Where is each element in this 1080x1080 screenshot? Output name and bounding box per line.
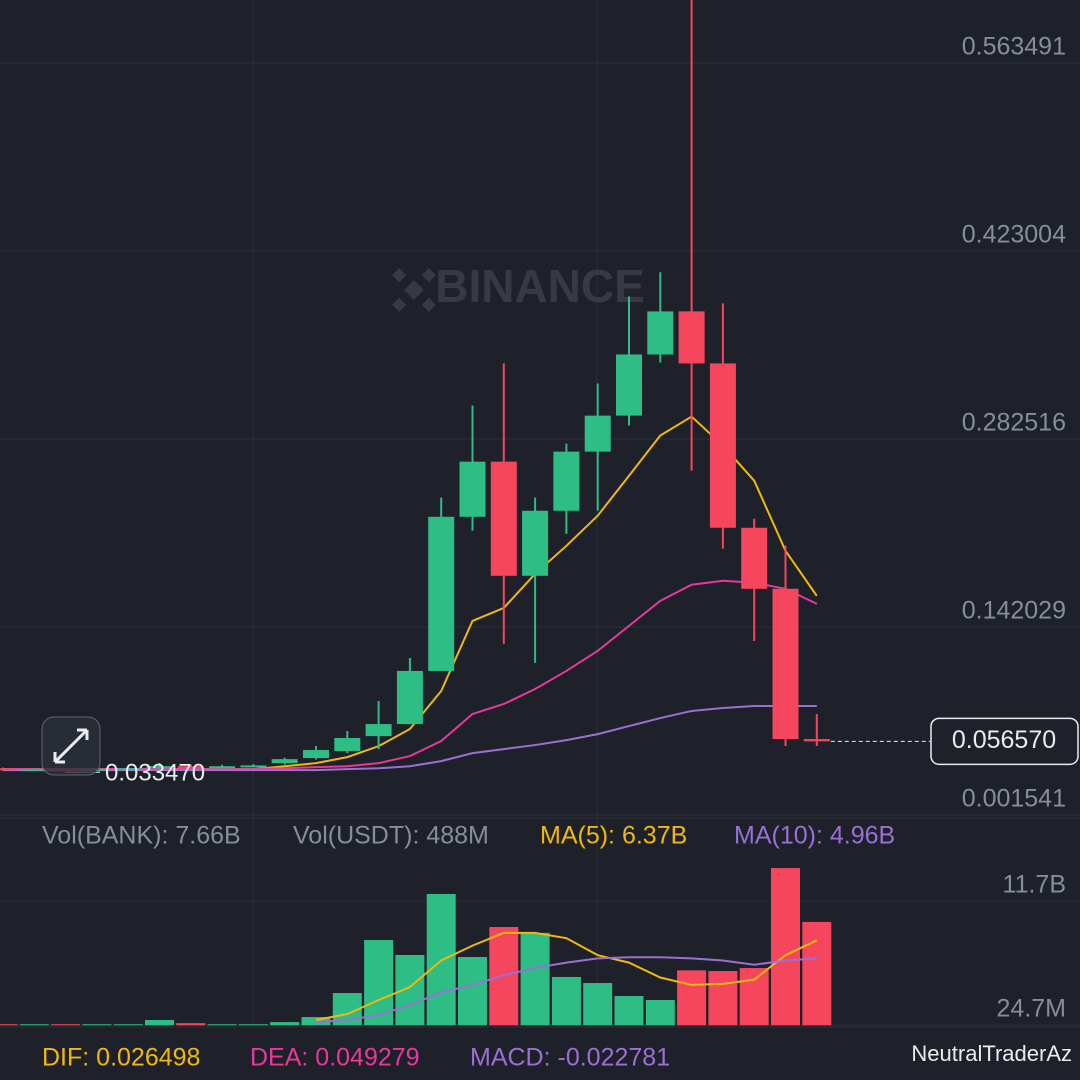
- candle-body: [365, 724, 392, 737]
- candle-body: [271, 759, 298, 764]
- volume-bar: [551, 976, 581, 1026]
- candle-body: [459, 461, 486, 517]
- volume-bar: [19, 1024, 49, 1026]
- plot-layer: 0.563491 0.423004 0.282516 0.142029 0.001541…: [0, 0, 1080, 1028]
- candle-body: [396, 670, 423, 725]
- y-tick-label: 0.001541: [962, 785, 1066, 813]
- candle-body: [240, 765, 267, 768]
- expand-button[interactable]: [41, 716, 101, 776]
- volume-legend: MA(5): 6.37B: [540, 822, 687, 850]
- watermark-logo: [392, 268, 436, 312]
- candle-body: [146, 766, 173, 769]
- candle-body: [177, 766, 204, 769]
- candle-body: [0, 768, 16, 771]
- volume-bar: [270, 1022, 300, 1026]
- volume-bar: [520, 932, 550, 1026]
- volume-bar: [458, 956, 487, 1026]
- candle-body: [678, 311, 705, 364]
- candle-body: [709, 363, 736, 528]
- candle-body: [803, 739, 830, 742]
- candle-body: [553, 451, 580, 511]
- candle-body: [522, 510, 549, 576]
- volume-bar: [176, 1023, 206, 1026]
- candle-body: [115, 768, 142, 771]
- macd-legend: MACD: -0.022781: [470, 1044, 670, 1072]
- candle-body: [741, 527, 768, 589]
- volume-bar: [708, 971, 738, 1026]
- last-price-label: 0.056570: [952, 726, 1056, 754]
- credit: NeutralTraderAz: [911, 1041, 1072, 1066]
- candle-body: [616, 354, 642, 416]
- volume-bar: [614, 995, 644, 1026]
- candle-body: [209, 766, 236, 769]
- volume-bar: [113, 1024, 143, 1026]
- volume-legend: Vol(USDT): 488M: [293, 822, 489, 850]
- volume-bar: [51, 1024, 81, 1026]
- candle-body: [584, 415, 611, 452]
- y-tick-label: 0.563491: [962, 33, 1066, 61]
- macd-legend: DEA: 0.049279: [250, 1044, 420, 1072]
- volume-bar: [238, 1024, 268, 1026]
- candle-body: [303, 750, 329, 759]
- last-price-box: [930, 717, 1079, 766]
- volume-bar: [645, 1000, 675, 1026]
- volume-bar: [802, 921, 832, 1026]
- volume-bar: [677, 970, 707, 1026]
- candle-body: [490, 461, 517, 576]
- volume-bar: [739, 968, 769, 1026]
- volume-bar: [145, 1019, 174, 1026]
- y-tick-label: 11.7B: [1003, 871, 1066, 899]
- volume-legend: MA(10): 4.96B: [734, 822, 895, 850]
- y-tick-label: 24.7M: [997, 995, 1066, 1023]
- candle-body: [647, 311, 674, 355]
- y-tick-label: 0.423004: [962, 221, 1066, 249]
- volume-bar: [207, 1024, 237, 1026]
- ma-line: [3, 704, 817, 772]
- volume-ma-line: [315, 931, 818, 1021]
- macd-legend: DIF: 0.026498: [42, 1044, 200, 1072]
- volume-bar: [771, 868, 800, 1026]
- candle-body: [334, 737, 361, 752]
- volume-bar: [583, 983, 613, 1026]
- candle-body: [772, 588, 799, 740]
- candle-body: [428, 516, 455, 671]
- volume-bar: [395, 954, 425, 1026]
- y-tick-label: 0.282516: [962, 409, 1066, 437]
- expand-icon: [53, 728, 89, 764]
- volume-bar: [82, 1024, 112, 1026]
- watermark: BINANCE: [435, 260, 645, 312]
- volume-legend: Vol(BANK): 7.66B: [42, 822, 241, 850]
- volume-ma-line: [315, 956, 817, 1024]
- volume-bar: [0, 1024, 18, 1026]
- low-marker-label: 0.033470: [105, 760, 205, 787]
- candle-body: [21, 769, 48, 772]
- y-tick-label: 0.142029: [962, 597, 1066, 625]
